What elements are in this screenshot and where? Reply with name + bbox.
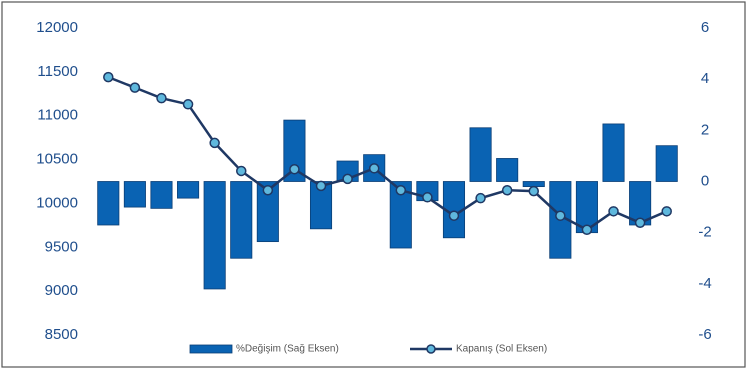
bar	[203, 181, 226, 290]
legend-label: %Değişim (Sağ Eksen)	[236, 344, 339, 355]
y2-tick-label: 6	[701, 19, 709, 36]
bar	[496, 158, 519, 182]
line-marker	[129, 82, 141, 93]
y2-tick-label: -6	[698, 326, 711, 343]
y2-tick-label: 0	[701, 172, 709, 189]
line-marker	[209, 137, 220, 149]
bar	[283, 119, 306, 182]
legend-label: Kapanış (Sol Eksen)	[456, 344, 547, 355]
bar	[522, 181, 545, 188]
line-marker	[608, 206, 619, 217]
y2-tick-label: 4	[701, 70, 709, 87]
line-marker	[661, 206, 672, 217]
y-tick-label: 10000	[36, 194, 78, 211]
bar	[123, 181, 146, 208]
bar	[389, 181, 412, 249]
line-marker	[555, 210, 566, 221]
y2-tick-label: -4	[698, 275, 711, 292]
y-tick-label: 9000	[45, 282, 78, 299]
line-marker	[156, 92, 167, 104]
line-marker	[103, 71, 114, 83]
line-marker	[342, 173, 353, 185]
line-marker	[634, 217, 646, 228]
line-marker	[368, 163, 380, 174]
line-marker	[528, 185, 539, 197]
y-tick-label: 9500	[45, 238, 78, 255]
y-tick-label: 11000	[37, 107, 78, 124]
y-tick-label: 11500	[37, 63, 78, 80]
bar	[256, 181, 279, 243]
y-tick-label: 8500	[45, 326, 78, 343]
line-marker	[262, 185, 274, 196]
legend-swatch	[189, 344, 233, 354]
y2-tick-label: 2	[701, 121, 709, 138]
line-marker	[501, 185, 513, 196]
bar	[150, 181, 173, 209]
legend-swatch	[426, 344, 436, 354]
line-marker	[315, 180, 327, 192]
bar	[230, 181, 253, 259]
line-marker	[422, 192, 433, 203]
bar	[602, 123, 625, 182]
bar	[177, 181, 200, 199]
line	[107, 75, 668, 232]
line-marker	[581, 224, 593, 235]
y-tick-label: 12000	[36, 19, 78, 36]
bar	[469, 127, 492, 182]
line-marker	[289, 163, 300, 175]
y2-tick-label: -2	[698, 224, 711, 241]
bar	[97, 181, 120, 226]
line-marker	[475, 192, 486, 204]
line-marker	[236, 165, 247, 177]
bar	[655, 145, 678, 182]
line-marker	[395, 185, 407, 196]
line-marker	[182, 99, 194, 110]
y-tick-label: 10500	[36, 151, 78, 168]
line-marker	[448, 210, 460, 221]
